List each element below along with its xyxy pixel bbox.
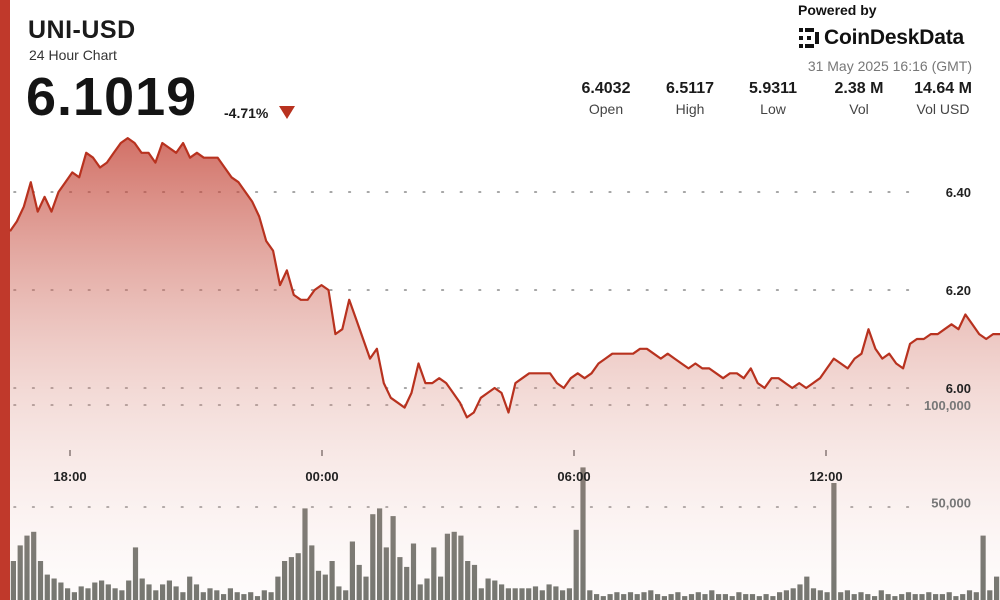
chart-subtitle: 24 Hour Chart xyxy=(29,47,117,63)
coindesk-logo-icon xyxy=(799,28,819,48)
stat-low: 5.9311 Low xyxy=(744,80,802,117)
x-tick-label: 12:00 xyxy=(809,469,842,484)
stat-high: 6.5117 High xyxy=(661,80,719,117)
stat-vol-label: Vol xyxy=(849,101,869,117)
stat-low-value: 5.9311 xyxy=(748,80,798,97)
stat-high-value: 6.5117 xyxy=(665,80,715,97)
accent-bar xyxy=(0,0,10,600)
stat-vol-usd-value: 14.64 M xyxy=(914,80,972,97)
price-area xyxy=(10,138,1000,600)
current-price: 6.1019 xyxy=(26,67,198,127)
x-tick-label: 00:00 xyxy=(305,469,338,484)
pair-title: UNI-USD xyxy=(28,16,136,44)
x-tick-label: 06:00 xyxy=(557,469,590,484)
y-tick-label: 6.20 xyxy=(946,283,971,298)
axis-ticks: 18:00 00:00 06:00 12:00 6.40 6.20 6.00 100,000 5… xyxy=(53,185,971,511)
stat-vol-usd: 14.64 M Vol USD xyxy=(906,80,980,117)
stat-low-label: Low xyxy=(760,101,786,117)
y-tick-label: 6.00 xyxy=(946,381,971,396)
powered-by-label: Powered by xyxy=(798,2,877,18)
stat-vol-usd-label: Vol USD xyxy=(916,101,970,117)
volume-tick-label: 100,000 xyxy=(924,398,971,413)
brand-name: CoinDeskData xyxy=(824,26,964,49)
volume-tick-label: 50,000 xyxy=(931,496,971,511)
x-tick-label: 18:00 xyxy=(53,469,86,484)
stat-open-label: Open xyxy=(588,101,624,117)
stat-vol: 2.38 M Vol xyxy=(826,80,892,117)
stat-vol-value: 2.38 M xyxy=(834,80,884,97)
timestamp: 31 May 2025 16:16 (GMT) xyxy=(807,58,972,74)
stat-high-label: High xyxy=(675,101,705,117)
y-tick-label: 6.40 xyxy=(946,185,971,200)
stat-open: 6.4032 Open xyxy=(577,80,635,117)
down-arrow-icon xyxy=(279,106,295,119)
change-percent: -4.71% xyxy=(224,105,269,121)
price-line xyxy=(9,137,1000,419)
brand-logo: CoinDeskData xyxy=(798,26,964,50)
stat-open-value: 6.4032 xyxy=(581,80,631,97)
